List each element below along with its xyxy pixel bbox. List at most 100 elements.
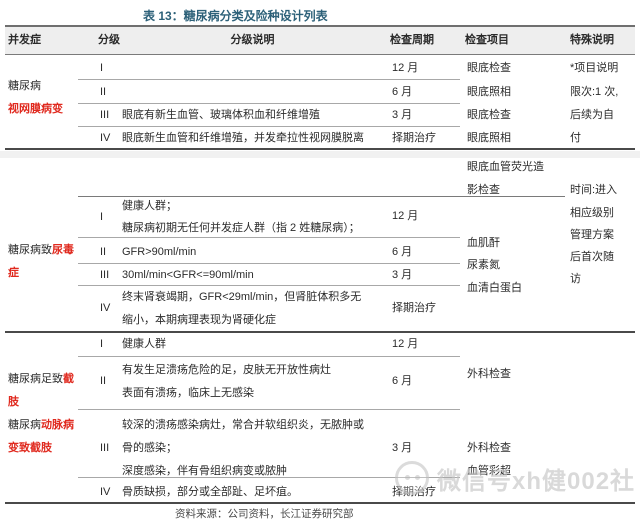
row-divider	[78, 79, 460, 80]
watermark-logo-eye	[405, 475, 410, 480]
s4-desc-2: 骨质缺损，部分或全部趾、足坏疽。	[122, 486, 298, 498]
row-divider	[78, 196, 565, 197]
s3-desc-1: 健康人群	[122, 338, 166, 350]
s3-label-line1: 糖尿病足致截	[8, 372, 74, 387]
s2-desc-1b: 糖尿病初期无任何并发症人群（指 2 姓糖尿病）；	[122, 222, 360, 234]
s2-special-2: 相应级别	[570, 207, 614, 219]
s4-desc-1b: 骨的感染；	[122, 442, 177, 454]
s4-desc-1c: 深度感染，伴有骨组织病变或脓肿	[122, 465, 287, 477]
s2-check-item-2: 尿素氮	[467, 259, 500, 271]
s2-label-red2: 症	[8, 267, 19, 279]
s2-label-black: 糖尿病致	[8, 244, 52, 256]
row-divider	[78, 477, 460, 478]
s1-label-black: 糖尿病	[8, 80, 41, 92]
s4-check-item-1: 外科检查	[467, 442, 511, 454]
s1-label-red: 视网膜病变	[8, 103, 63, 115]
s1-grade-1: I	[100, 62, 104, 74]
s4-grade-2: IV	[100, 486, 111, 498]
s1-desc-4: 眼底新生血管和纤维增殖，并发牵拉性视网膜脱离	[122, 132, 364, 144]
row-divider	[78, 126, 460, 127]
s1-item-4: 眼底照相	[467, 132, 511, 144]
s2-period-4: 择期治疗	[392, 302, 436, 314]
s1-special-3: 后续为自	[570, 109, 614, 121]
s2-check-item-3: 血清白蛋白	[467, 282, 522, 294]
s2-period-3: 3 月	[392, 269, 413, 281]
row-divider	[78, 103, 460, 104]
col-header-special-note: 特殊说明	[570, 34, 614, 46]
s2-grade-4: IV	[100, 302, 111, 314]
row-divider	[78, 285, 460, 286]
s4-period-1: 3 月	[392, 442, 413, 454]
s2-item-top-1: 眼底血管荧光造	[467, 161, 544, 173]
s3-grade-1: I	[100, 338, 104, 350]
table-bottom-border	[5, 502, 635, 504]
s2-label-red1: 尿毒	[52, 244, 74, 256]
col-header-grade-desc: 分级说明	[230, 34, 275, 46]
s3-grade-2: II	[100, 375, 107, 387]
s2-special-3: 管理方案	[570, 229, 614, 241]
s1-special-2: 限次:1 次,	[570, 86, 619, 98]
s4-label-red2: 变致截肢	[8, 442, 52, 454]
s3-label-black: 糖尿病足致	[8, 373, 63, 385]
table-header-row	[5, 25, 635, 55]
s2-desc-1a: 健康人群；	[122, 200, 177, 212]
section-divider	[5, 148, 635, 150]
s2-grade-1: I	[100, 211, 104, 223]
s1-period-1: 12 月	[392, 62, 419, 74]
s2-period-1: 12 月	[392, 210, 419, 222]
s2-grade-3: III	[100, 269, 110, 281]
table-title: 表 13：糖尿病分类及险种设计列表	[143, 9, 328, 23]
s4-desc-1a: 较深的溃疡感染病灶，常合并软组织炎，无脓肿或	[122, 419, 364, 431]
col-header-check-item: 检查项目	[465, 34, 509, 46]
s2-desc-4b: 缩小，本期病理表现为肾硬化症	[122, 314, 276, 326]
s2-item-top-2: 影检查	[467, 184, 500, 196]
s1-item-1: 眼底检查	[467, 62, 511, 74]
s2-special-4: 后首次随	[570, 251, 614, 263]
row-divider	[78, 237, 460, 238]
s3-period-2: 6 月	[392, 375, 413, 387]
s4-label-black: 糖尿病	[8, 419, 41, 431]
s2-label-line1: 糖尿病致尿毒	[8, 243, 74, 258]
s2-special-5: 访	[570, 273, 581, 285]
stitch-band	[0, 151, 640, 158]
row-divider	[78, 263, 460, 264]
s4-label-red1: 动脉病	[41, 419, 74, 431]
s1-special-4: 付	[570, 132, 581, 144]
s2-desc-2: GFR>90ml/min	[122, 246, 197, 258]
s4-label-line1: 糖尿病动脉病	[8, 418, 74, 433]
s1-period-4: 择期治疗	[392, 132, 436, 144]
row-divider	[78, 409, 460, 410]
s3-desc-2b: 表面有溃疡，临床上无感染	[122, 387, 254, 399]
source-note: 资料来源：公司资料，长江证券研究部	[175, 508, 354, 520]
s1-item-2: 眼底照相	[467, 86, 511, 98]
s4-grade-1: III	[100, 442, 110, 454]
row-divider	[78, 356, 460, 357]
s1-period-2: 6 月	[392, 86, 413, 98]
watermark-logo-icon	[395, 461, 429, 495]
s2-grade-2: II	[100, 246, 107, 258]
s2-desc-3: 30ml/min<GFR<=90ml/min	[122, 269, 254, 281]
col-header-grade: 分级	[98, 34, 120, 46]
s3-check-item: 外科检查	[467, 368, 511, 380]
watermark-text: 微信号xh健002社	[437, 468, 636, 495]
s1-period-3: 3 月	[392, 109, 413, 121]
wechat-watermark: 微信号xh健002社	[393, 453, 640, 503]
s1-grade-3: III	[100, 109, 110, 121]
s3-period-1: 12 月	[392, 338, 419, 350]
s1-desc-3: 眼底有新生血管、玻璃体积血和纤维增殖	[122, 109, 320, 121]
s4-check-item-2: 血管彩超	[467, 465, 511, 477]
s3-desc-2a: 有发生足溃疡危险的足，皮肤无开放性病灶	[122, 364, 331, 376]
s1-item-3: 眼底检查	[467, 109, 511, 121]
s2-period-2: 6 月	[392, 246, 413, 258]
watermark-logo-eye	[415, 475, 420, 480]
s2-special-1: 时间:进入	[570, 184, 618, 196]
section-divider	[5, 331, 635, 333]
col-header-check-cycle: 检查周期	[390, 34, 434, 46]
s2-check-item-1: 血肌酐	[467, 237, 500, 249]
s3-label-red1: 截	[63, 373, 74, 385]
s1-special-1: *项目说明	[570, 62, 619, 74]
s1-grade-2: II	[100, 86, 107, 98]
s2-desc-4a: 终末肾衰竭期，GFR<29ml/min，但肾脏体积多无	[122, 291, 362, 303]
s3-label-red2: 肢	[8, 396, 19, 408]
